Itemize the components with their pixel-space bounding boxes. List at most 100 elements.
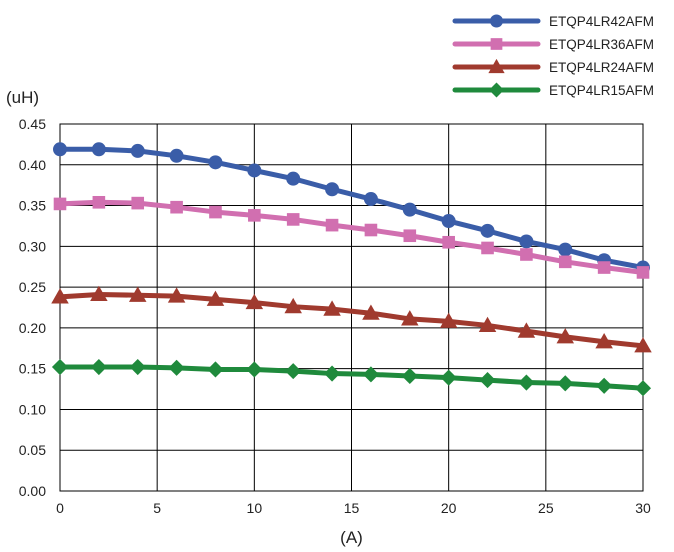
- x-tick-label: 20: [441, 500, 457, 516]
- data-point: [440, 369, 457, 386]
- x-tick-label: 0: [56, 500, 64, 516]
- data-point: [246, 361, 263, 378]
- data-point: [362, 304, 380, 320]
- x-tick-label: 25: [538, 500, 554, 516]
- data-point: [91, 142, 106, 157]
- legend-marker: [490, 38, 503, 50]
- x-tick-label: 30: [635, 500, 651, 516]
- data-point: [169, 148, 184, 163]
- legend-item: ETQP4LR36AFM: [452, 37, 654, 52]
- data-point: [519, 234, 534, 249]
- data-point: [517, 322, 536, 338]
- data-point: [208, 155, 223, 170]
- data-point: [520, 248, 533, 261]
- data-point: [480, 223, 495, 238]
- series-line: [57, 364, 646, 391]
- series-line: [57, 291, 646, 349]
- legend-label: ETQP4LR15AFM: [549, 83, 654, 98]
- y-tick-label: 0.10: [19, 401, 46, 417]
- data-point: [478, 316, 497, 333]
- data-point: [167, 287, 186, 303]
- data-point: [128, 286, 147, 302]
- series-etqp4lr36afm: [53, 195, 650, 279]
- data-point: [245, 293, 264, 310]
- data-point: [53, 142, 67, 157]
- legend-label: ETQP4LR36AFM: [549, 37, 654, 52]
- legend-label: ETQP4LR24AFM: [549, 60, 654, 75]
- x-axis-label: (A): [340, 528, 363, 547]
- series-line: [57, 199, 646, 275]
- y-axis-label: (uH): [6, 88, 39, 107]
- x-axis-ticks: 0 5 10 15 20 25 30: [56, 500, 651, 516]
- x-tick-label: 15: [344, 500, 360, 516]
- data-point: [130, 143, 145, 158]
- data-point: [479, 372, 496, 389]
- series-etqp4lr15afm: [51, 358, 652, 397]
- grid: [59, 123, 644, 492]
- data-point: [51, 288, 69, 304]
- data-point: [363, 192, 378, 207]
- x-tick-label: 10: [247, 500, 263, 516]
- data-point: [207, 361, 224, 378]
- data-point: [481, 241, 494, 255]
- data-point: [325, 218, 339, 232]
- data-point: [131, 196, 145, 210]
- data-point: [596, 377, 613, 394]
- data-point: [90, 285, 108, 302]
- y-tick-label: 0.15: [19, 361, 46, 377]
- data-point: [323, 300, 341, 316]
- data-point: [285, 363, 302, 380]
- legend: ETQP4LR42AFM ETQP4LR36AFM ETQP4LR24AFM ETQP…: [452, 14, 654, 98]
- data-point: [92, 195, 106, 209]
- data-point: [286, 171, 301, 186]
- legend-marker: [490, 14, 503, 28]
- data-point: [442, 235, 455, 249]
- data-point: [129, 358, 146, 376]
- legend-item: ETQP4LR42AFM: [452, 14, 654, 29]
- legend-marker: [489, 82, 504, 98]
- data-point: [634, 380, 652, 397]
- data-point: [403, 229, 417, 243]
- data-point: [557, 375, 574, 392]
- data-point: [362, 366, 379, 383]
- data-point: [286, 213, 300, 226]
- y-tick-label: 0.40: [19, 157, 46, 173]
- data-point: [401, 367, 418, 385]
- data-point: [247, 163, 262, 178]
- legend-marker: [488, 58, 505, 74]
- y-tick-label: 0.25: [19, 279, 46, 295]
- y-tick-label: 0.20: [19, 320, 46, 336]
- data-point: [168, 359, 185, 376]
- series-line: [57, 146, 646, 271]
- plot-frame: [59, 123, 644, 492]
- legend-label: ETQP4LR42AFM: [549, 14, 654, 29]
- data-point: [558, 255, 572, 269]
- data-point: [439, 312, 458, 328]
- data-point: [518, 374, 535, 391]
- data-point: [556, 328, 575, 344]
- data-point: [558, 242, 573, 257]
- data-point: [90, 358, 107, 376]
- data-point: [634, 337, 652, 353]
- data-point: [364, 223, 378, 237]
- data-point: [401, 310, 419, 326]
- y-tick-label: 0.45: [19, 116, 46, 132]
- x-tick-label: 5: [153, 500, 161, 516]
- series-etqp4lr42afm: [53, 142, 650, 275]
- legend-item: ETQP4LR15AFM: [452, 82, 654, 98]
- data-point: [284, 297, 302, 314]
- data-point: [51, 358, 69, 376]
- data-point: [325, 182, 340, 197]
- data-point: [206, 290, 225, 306]
- data-point: [636, 266, 650, 279]
- legend-item: ETQP4LR24AFM: [452, 58, 654, 75]
- data-point: [170, 200, 183, 214]
- y-tick-label: 0.05: [19, 442, 46, 458]
- series-etqp4lr24afm: [51, 285, 652, 353]
- data-point: [209, 205, 222, 219]
- y-tick-label: 0.00: [19, 483, 46, 499]
- series-layer: [51, 142, 652, 397]
- data-point: [53, 197, 67, 211]
- y-axis-ticks: 0.00 0.05 0.10 0.15 0.20 0.25 0.30 0.35 0.40 0.45: [19, 116, 46, 499]
